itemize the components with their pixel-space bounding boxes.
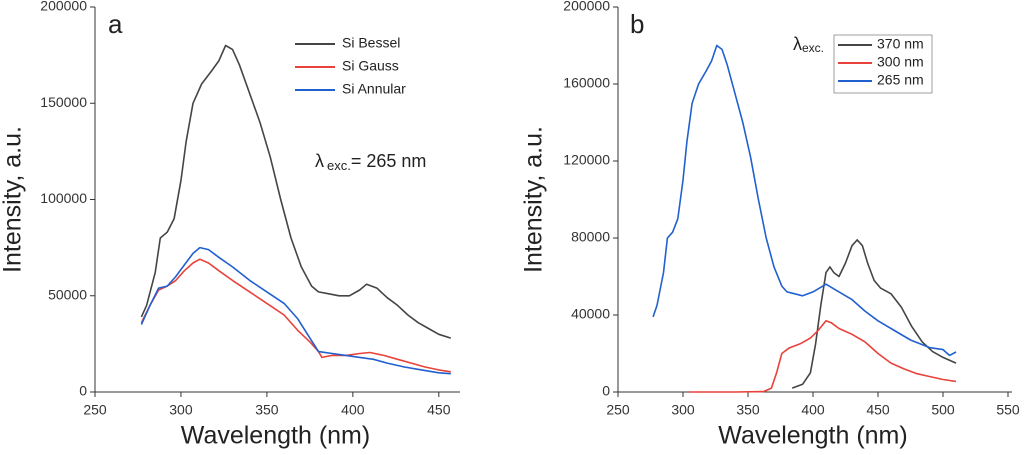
data-line: [140, 44, 452, 339]
legend-title-subscript: exc.: [802, 41, 824, 55]
x-axis-title: Wavelength (nm): [181, 422, 370, 450]
x-tick-label: 350: [255, 402, 279, 418]
y-tick-label: 40000: [571, 306, 610, 322]
annotation-symbol: λ: [315, 151, 324, 171]
x-tick-label: 400: [801, 402, 825, 418]
y-tick-label: 160000: [563, 75, 610, 91]
legend-label: 370 nm: [877, 36, 924, 52]
x-tick-label: 400: [341, 402, 365, 418]
x-tick-label: 300: [671, 402, 695, 418]
panel-label: a: [108, 9, 123, 39]
panel-label: b: [630, 9, 644, 39]
x-tick-label: 550: [996, 402, 1020, 418]
legend-label: Si Bessel: [342, 35, 400, 51]
x-tick-label: 450: [427, 402, 451, 418]
annotation-subscript: exc.: [327, 158, 351, 173]
x-tick-label: 500: [931, 402, 955, 418]
legend-label: 265 nm: [877, 72, 924, 88]
y-tick-label: 0: [602, 383, 610, 399]
x-axis-title: Wavelength (nm): [718, 422, 907, 450]
y-axis-title: Intensity, a.u.: [0, 126, 27, 273]
x-tick-label: 250: [606, 402, 630, 418]
y-tick-label: 200000: [563, 0, 610, 14]
data-line: [689, 320, 957, 393]
legend-label: 300 nm: [877, 54, 924, 70]
x-tick-label: 300: [169, 402, 193, 418]
y-tick-label: 80000: [571, 229, 610, 245]
annotation-text: = 265 nm: [351, 151, 427, 171]
x-tick-label: 450: [866, 402, 890, 418]
data-line: [140, 258, 451, 373]
y-tick-label: 100000: [40, 190, 87, 206]
x-tick-label: 350: [736, 402, 760, 418]
y-tick-label: 150000: [40, 94, 87, 110]
annotation: λ exc.= 265 nm: [315, 151, 426, 174]
legend-title: λexc.: [793, 34, 824, 55]
legend-label: Si Gauss: [342, 58, 399, 74]
y-tick-label: 0: [79, 383, 87, 399]
legend-box: [833, 34, 933, 94]
data-line: [652, 44, 957, 357]
data-line: [140, 246, 451, 375]
y-axis-title: Intensity, a.u.: [520, 126, 548, 273]
data-line: [791, 239, 957, 389]
legend-title-symbol: λ: [793, 34, 802, 54]
y-tick-label: 200000: [40, 0, 87, 14]
x-tick-label: 250: [83, 402, 107, 418]
legend-label: Si Annular: [342, 81, 406, 97]
y-tick-label: 50000: [48, 286, 87, 302]
y-tick-label: 120000: [563, 152, 610, 168]
